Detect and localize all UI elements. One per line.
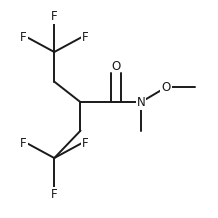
Text: F: F <box>82 137 88 150</box>
Text: F: F <box>20 137 27 150</box>
Text: F: F <box>82 31 88 44</box>
Text: F: F <box>51 10 58 24</box>
Text: O: O <box>161 81 171 94</box>
Text: N: N <box>136 96 145 109</box>
Text: F: F <box>51 188 58 201</box>
Text: O: O <box>111 60 121 73</box>
Text: F: F <box>20 31 27 44</box>
